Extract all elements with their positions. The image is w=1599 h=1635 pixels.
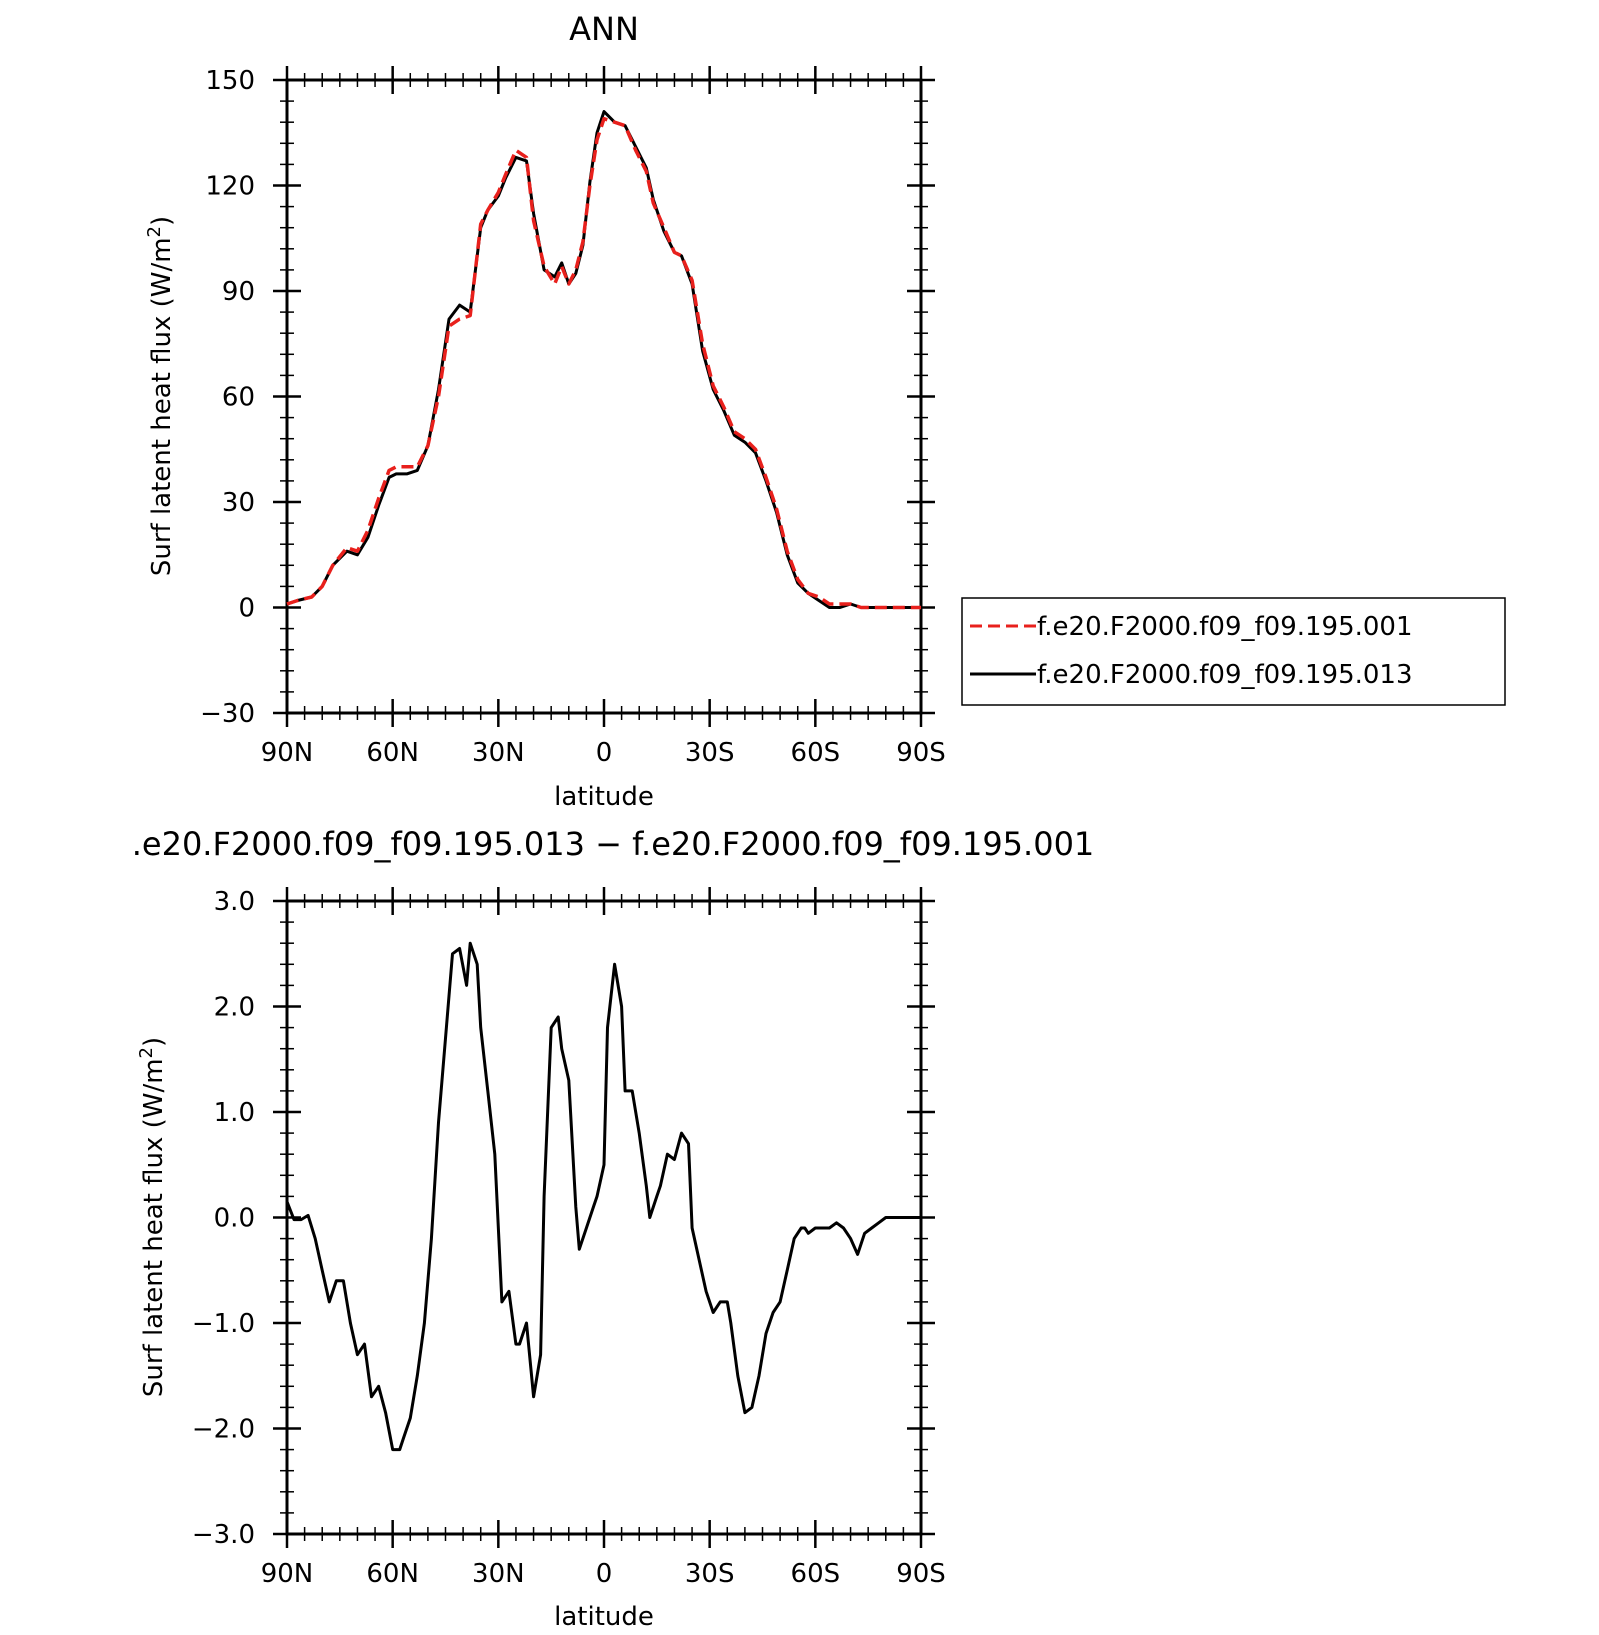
chart-bottom-ytick-label: −3.0 <box>192 1520 255 1550</box>
chart-bottom: .e20.F2000.f09_f09.195.013 − f.e20.F2000… <box>132 825 1095 1632</box>
chart-top-series-line-2 <box>286 110 921 609</box>
chart-bottom-xlabel: latitude <box>554 1602 654 1632</box>
legend: f.e20.F2000.f09_f09.195.001 f.e20.F2000.… <box>961 597 1506 706</box>
chart-bottom-ylabel-main: Surf latent heat flux (W/m <box>139 1058 169 1397</box>
chart-top-ylabel-sup: 2 <box>144 226 165 237</box>
legend-label-series-1: f.e20.F2000.f09_f09.195.001 <box>1037 612 1413 642</box>
chart-top-ytick-label: 90 <box>222 277 255 307</box>
chart-bottom-xtick-label: 30S <box>685 1559 735 1589</box>
chart-bottom-ytick-label: −1.0 <box>192 1309 255 1339</box>
chart-top-xtick-label: 60N <box>366 738 419 768</box>
chart-top-xtick-label: 30N <box>472 738 525 768</box>
chart-bottom-xtick-label: 90S <box>896 1559 946 1589</box>
chart-top-series-line-1 <box>286 116 921 610</box>
chart-top-xlabel: latitude <box>554 782 654 812</box>
chart-bottom-xtick-label: 30N <box>472 1559 525 1589</box>
chart-top-ytick-labels: −30 0 30 60 90 120 150 <box>200 66 255 729</box>
chart-top-ylabel-tail: ) <box>147 216 177 226</box>
chart-bottom-title: .e20.F2000.f09_f09.195.013 − f.e20.F2000… <box>132 825 1095 863</box>
chart-bottom-xtick-label: 0 <box>596 1559 613 1589</box>
chart-top-ylabel-main: Surf latent heat flux (W/m <box>147 237 177 576</box>
chart-bottom-ytick-label: 3.0 <box>214 887 255 917</box>
chart-bottom-xtick-label: 60N <box>366 1559 419 1589</box>
legend-label-series-2: f.e20.F2000.f09_f09.195.013 <box>1037 660 1413 690</box>
chart-bottom-series-lines <box>285 941 921 1452</box>
chart-top-ticks <box>273 66 935 727</box>
chart-bottom-ytick-labels: −3.0 −2.0 −1.0 0.0 1.0 2.0 3.0 <box>192 887 255 1550</box>
chart-top-ytick-label: −30 <box>200 699 255 729</box>
chart-bottom-ticks <box>273 887 935 1548</box>
chart-top-xtick-labels: 90N 60N 30N 0 30S 60S 90S <box>261 738 946 768</box>
chart-bottom-xtick-label: 60S <box>791 1559 841 1589</box>
chart-top: ANN 90N 60N 30N 0 30S 60S 90S −30 0 30 60 90 120 150… <box>144 10 1506 812</box>
chart-top-series-lines <box>286 110 921 610</box>
chart-top-ytick-label: 60 <box>222 383 255 413</box>
chart-bottom-xtick-labels: 90N 60N 30N 0 30S 60S 90S <box>261 1559 946 1589</box>
chart-top-ytick-label: 0 <box>238 594 255 624</box>
chart-bottom-ytick-label: 1.0 <box>214 1098 255 1128</box>
chart-bottom-xtick-label: 90N <box>261 1559 314 1589</box>
legend-box <box>961 597 1506 706</box>
chart-top-xtick-label: 60S <box>791 738 841 768</box>
chart-bottom-ylabel: Surf latent heat flux (W/m2) <box>136 1037 169 1397</box>
chart-top-xtick-label: 90S <box>896 738 946 768</box>
chart-top-xtick-label: 90N <box>261 738 314 768</box>
chart-top-ytick-label: 120 <box>205 172 255 202</box>
chart-top-title: ANN <box>569 10 639 48</box>
chart-bottom-series-line-1 <box>285 941 921 1452</box>
chart-bottom-ytick-label: 0.0 <box>214 1204 255 1234</box>
chart-top-ytick-label: 30 <box>222 488 255 518</box>
chart-top-ytick-label: 150 <box>205 66 255 96</box>
chart-top-ylabel: Surf latent heat flux (W/m2) <box>144 216 177 576</box>
chart-bottom-ytick-label: 2.0 <box>214 993 255 1023</box>
chart-top-xtick-label: 30S <box>685 738 735 768</box>
chart-bottom-frame <box>285 899 923 1536</box>
chart-bottom-ylabel-sup: 2 <box>136 1047 157 1058</box>
chart-bottom-ylabel-tail: ) <box>139 1037 169 1047</box>
chart-top-frame <box>285 78 923 715</box>
chart-top-xtick-label: 0 <box>596 738 613 768</box>
chart-bottom-ytick-label: −2.0 <box>192 1415 255 1445</box>
